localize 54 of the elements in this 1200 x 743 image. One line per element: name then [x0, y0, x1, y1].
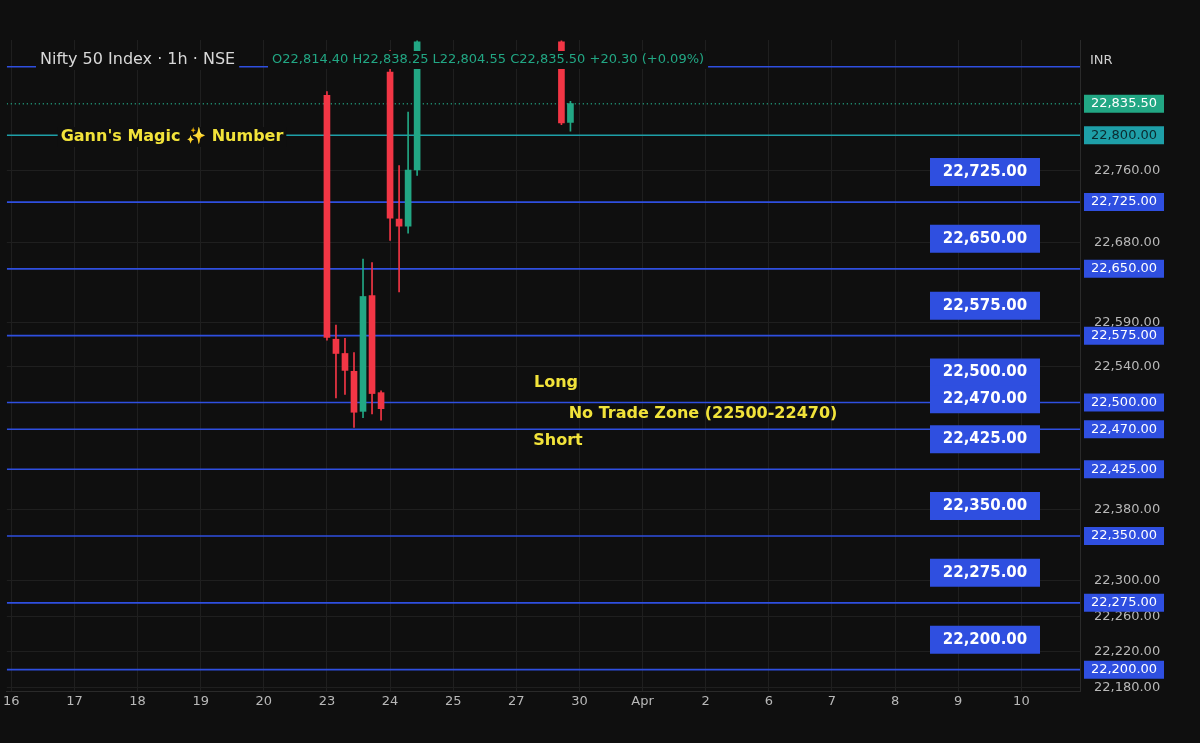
text: 22,275.00 — [942, 562, 1028, 581]
x-tick-label: 16 — [3, 693, 20, 709]
text: INR — [1090, 52, 1113, 68]
x-tick-label: 6 — [764, 693, 773, 709]
y-tick-label: 22,380.00 — [1094, 500, 1161, 516]
text: 22,725.00 — [942, 161, 1028, 180]
text: 22,575.00 — [942, 295, 1028, 314]
ref-line-label: 22,650.00 — [1090, 260, 1158, 276]
x-tick-label: 20 — [255, 693, 273, 709]
x-tick-label: 18 — [129, 693, 146, 709]
x-tick-label: 8 — [890, 693, 900, 709]
ref-line-label: 22,725.00 — [1090, 193, 1158, 209]
ref-line-label: 22,575.00 — [1090, 327, 1158, 343]
ref-line-label: 22,200.00 — [1090, 661, 1158, 676]
text: 22,470.00 — [942, 389, 1028, 408]
x-tick-label: 19 — [192, 693, 209, 709]
y-tick-label: 22,680.00 — [1094, 233, 1161, 249]
ref-line-label: 22,800.00 — [1090, 126, 1158, 142]
text: Nifty 50 Index · 1h · NSE — [40, 49, 236, 69]
ref-line-label: 22,350.00 — [1090, 527, 1158, 543]
ref-line-label: 22,835.50 — [1090, 95, 1158, 111]
annotation: Long — [533, 372, 579, 392]
y-tick-label: 22,300.00 — [1094, 571, 1161, 587]
annotation: Short — [533, 430, 584, 450]
x-tick-label: Apr — [631, 693, 655, 709]
x-tick-label: 10 — [1013, 693, 1030, 709]
ref-line-label: 22,500.00 — [1090, 393, 1158, 409]
x-tick-label: 7 — [827, 693, 837, 709]
y-tick-label: 22,540.00 — [1094, 358, 1161, 374]
annotation: No Trade Zone (22500-22470) — [568, 403, 838, 423]
text: 22,350.00 — [942, 495, 1028, 514]
y-tick-label: 22,220.00 — [1094, 643, 1161, 659]
text: O22,814.40 H22,838.25 L22,804.55 C22,835.50 +20.30 (+0.09%) — [272, 51, 705, 67]
ref-line-label: 22,275.00 — [1090, 594, 1158, 610]
candlestick — [332, 324, 340, 399]
x-tick-label: 25 — [444, 693, 462, 709]
ref-line-label: 22,470.00 — [1090, 420, 1158, 436]
x-tick-label: 9 — [954, 693, 963, 709]
annotation: Gann's Magic ✨ Number — [60, 126, 284, 146]
text: 22,425.00 — [942, 429, 1028, 448]
y-tick-label: 22,590.00 — [1094, 313, 1161, 329]
y-tick-label: 22,760.00 — [1094, 162, 1161, 178]
text: 22,650.00 — [942, 228, 1028, 247]
x-tick-label: 17 — [66, 693, 83, 709]
x-tick-label: 2 — [701, 693, 710, 709]
y-tick-label: 22,260.00 — [1094, 607, 1161, 623]
text: 22,200.00 — [942, 629, 1028, 648]
x-tick-label: 23 — [318, 693, 336, 709]
x-tick-label: 27 — [508, 693, 525, 709]
x-tick-label: 30 — [571, 693, 588, 709]
y-tick-label: 22,180.00 — [1094, 678, 1161, 694]
text: 22,500.00 — [942, 362, 1028, 381]
x-tick-label: 24 — [381, 693, 399, 709]
ref-line-label: 22,425.00 — [1090, 460, 1158, 476]
